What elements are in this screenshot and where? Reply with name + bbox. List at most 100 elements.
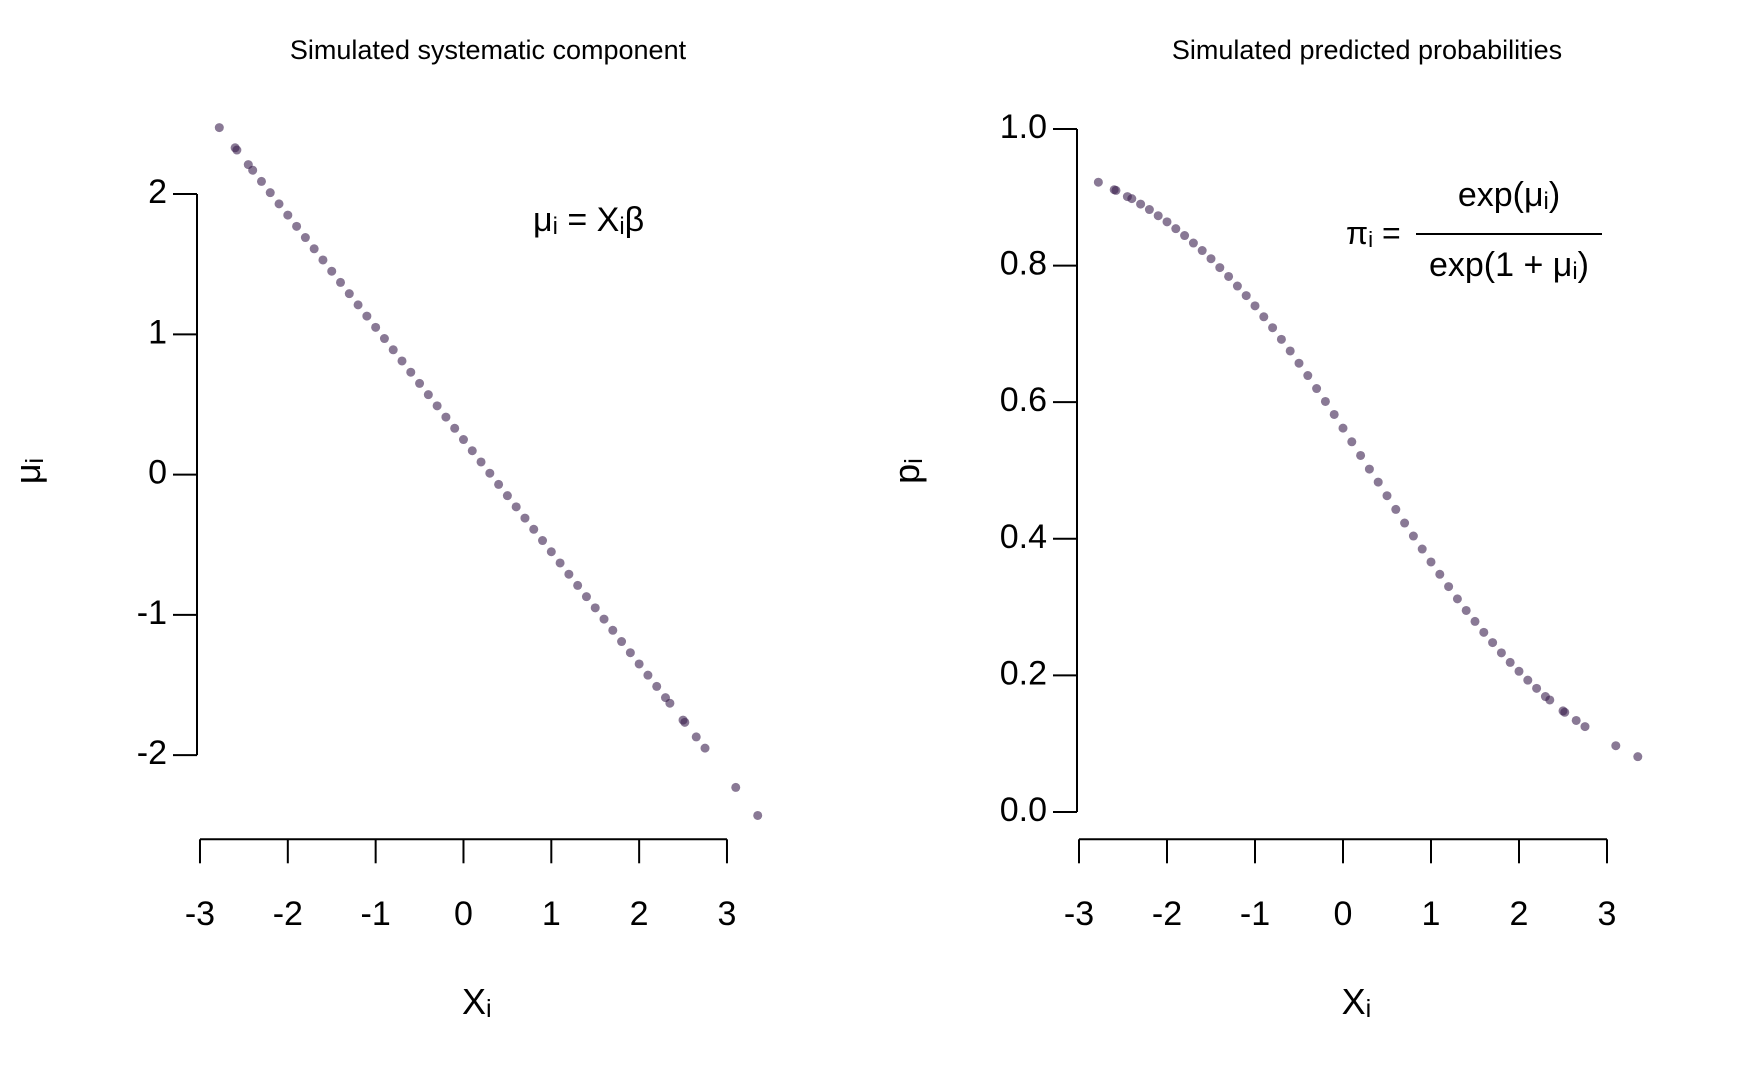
point — [1373, 477, 1383, 487]
x-tick-label: 3 — [718, 895, 737, 933]
text-part: i — [1572, 258, 1577, 285]
point — [652, 681, 662, 691]
point — [283, 210, 293, 220]
point — [1364, 464, 1374, 474]
point — [1435, 569, 1445, 579]
text-part: ) — [1578, 246, 1589, 284]
annotation: μi = Xiβ — [533, 201, 644, 240]
y-tick-label: 0.0 — [1000, 791, 1047, 829]
point — [1111, 185, 1121, 195]
x-tick-label: 0 — [1334, 895, 1353, 933]
x-tick-label: 0 — [454, 895, 473, 933]
point — [388, 345, 398, 355]
point — [406, 367, 416, 377]
point — [353, 300, 363, 310]
chart-panel: Simulated predicted probabilities -3 -2 -1 0… — [886, 35, 1643, 1023]
point — [265, 188, 275, 198]
text-part: i — [553, 213, 558, 240]
text-part: i — [900, 458, 928, 464]
point — [680, 717, 690, 727]
point — [617, 637, 627, 647]
text-part: i — [486, 995, 492, 1023]
x-tick-label: -2 — [1152, 895, 1182, 933]
y-tick-label: 0.6 — [1000, 381, 1047, 419]
point — [397, 356, 407, 366]
point — [441, 412, 451, 422]
point — [1268, 323, 1278, 333]
x-tick-label: -3 — [1064, 895, 1094, 933]
point — [485, 468, 495, 478]
point — [1545, 695, 1555, 705]
point — [1426, 557, 1436, 567]
annotation-lhs: πi = — [1346, 215, 1401, 252]
text-part: i — [1368, 227, 1373, 252]
point — [520, 513, 530, 523]
text-part: ) — [1549, 176, 1560, 214]
y-tick-label: 1.0 — [1000, 108, 1047, 146]
point — [1633, 752, 1643, 762]
x-tick-label: 2 — [630, 895, 649, 933]
point — [590, 603, 600, 613]
point — [1136, 199, 1146, 209]
point — [336, 277, 346, 287]
text-part: p — [886, 464, 927, 484]
point — [581, 592, 591, 602]
point — [1400, 518, 1410, 528]
point — [344, 289, 354, 299]
y-tick-label: 0.4 — [1000, 518, 1047, 556]
point — [608, 625, 618, 635]
point — [555, 558, 565, 568]
y-tick-label: -2 — [137, 734, 167, 772]
text-part: i — [1544, 188, 1549, 215]
point — [1312, 384, 1322, 394]
point — [379, 334, 389, 344]
point — [256, 176, 266, 186]
text-part: = X — [558, 201, 619, 239]
text-part: exp(1 + μ — [1429, 246, 1572, 284]
point — [318, 255, 328, 265]
y-tick-label: -1 — [137, 594, 167, 632]
text-part: i — [1366, 995, 1372, 1023]
annotation-numerator: exp(μi) — [1458, 176, 1560, 215]
point — [1532, 683, 1542, 693]
y-tick-label: 0 — [148, 454, 167, 492]
point — [371, 322, 381, 332]
point — [691, 732, 701, 742]
text-part: = — [1373, 215, 1401, 251]
text-part: β — [625, 201, 645, 239]
point — [1320, 396, 1330, 406]
x-tick-label: 1 — [1422, 895, 1441, 933]
point — [1188, 238, 1198, 248]
point — [1452, 594, 1462, 604]
y-tick-label: 0.8 — [1000, 245, 1047, 283]
annotation-denominator: exp(1 + μi) — [1429, 246, 1589, 285]
point — [467, 446, 477, 456]
point — [1093, 177, 1103, 187]
text-part: π — [1346, 215, 1368, 251]
point — [573, 580, 583, 590]
chart-panel: Simulated systematic component -3 -2 -1 0 1 2 3… — [7, 35, 763, 1023]
text-part: i — [21, 458, 49, 464]
point — [665, 698, 675, 708]
point — [1215, 263, 1225, 273]
x-tick-label: 2 — [1510, 895, 1529, 933]
point — [643, 670, 653, 680]
point — [1356, 450, 1366, 460]
point — [1444, 582, 1454, 592]
point — [248, 165, 258, 175]
y-tick-label: 1 — [148, 313, 167, 351]
text-part: μ — [533, 201, 553, 239]
point — [1496, 648, 1506, 658]
point — [731, 782, 741, 792]
x-tick-label: 1 — [542, 895, 561, 933]
point — [700, 743, 710, 753]
point — [1479, 627, 1489, 637]
point — [1224, 271, 1234, 281]
point — [1382, 491, 1392, 501]
point — [1144, 205, 1154, 215]
chart-title: Simulated predicted probabilities — [1172, 35, 1562, 65]
point — [1488, 638, 1498, 648]
point — [1162, 217, 1172, 227]
point — [309, 244, 319, 254]
